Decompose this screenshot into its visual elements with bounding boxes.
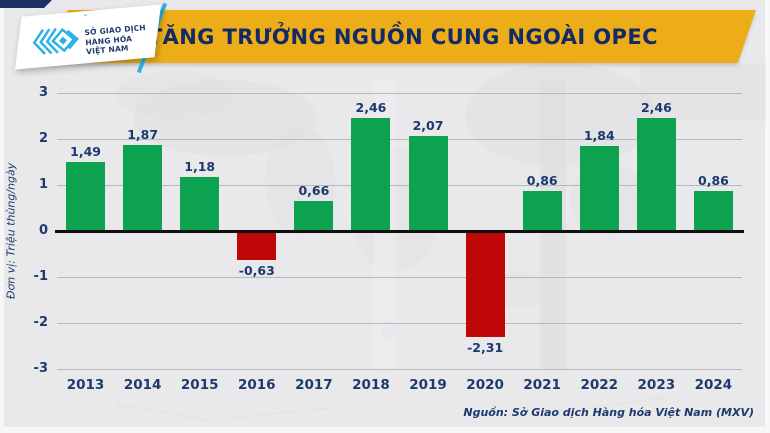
bar-2021 — [522, 191, 562, 231]
source-note: Nguồn: Sở Giao dịch Hàng hóa Việt Nam (M… — [463, 406, 754, 419]
bar-2013 — [66, 162, 106, 231]
x-axis-label-2017: 2017 — [295, 377, 333, 393]
bar-2024 — [693, 191, 733, 231]
x-axis-label-2013: 2013 — [66, 377, 105, 393]
bar-value-label-2013: 1,49 — [70, 144, 101, 160]
bar-2020 — [465, 231, 505, 338]
bar-value-label-2015: 1,18 — [184, 158, 216, 174]
bar-value-label-2016: -0,63 — [238, 262, 275, 278]
gridline-3 — [57, 92, 742, 94]
top-accent-strip — [0, 0, 52, 8]
y-tick-label--2: -2 — [33, 315, 48, 330]
bar-2022 — [579, 146, 619, 231]
bar-2014 — [123, 144, 163, 231]
mxv-logo-card: ™ SỞ GIAO DỊCH HÀNG HÓA VIỆT NAM — [15, 4, 161, 70]
bar-value-label-2020: -2,31 — [467, 340, 504, 356]
bar-value-label-2021: 0,86 — [526, 173, 558, 189]
x-axis-label-2024: 2024 — [694, 377, 733, 393]
chart-plot-area: 1,49 1,87 1,18 -0,63 0,66 2,46 2,07 -2,31 0,86 1,… — [55, 92, 744, 370]
mxv-logo-text: ™ SỞ GIAO DỊCH HÀNG HÓA VIỆT NAM — [83, 12, 148, 56]
bar-2016 — [237, 231, 277, 260]
y-axis-title: Đơn vị: Triệu thùng/ngày — [4, 162, 18, 300]
mxv-logo-inner: ™ SỞ GIAO DỊCH HÀNG HÓA VIỆT NAM — [28, 12, 147, 61]
bar-value-label-2019: 2,07 — [412, 117, 444, 133]
x-axis-label-2015: 2015 — [180, 377, 219, 393]
bar-2017 — [294, 200, 334, 231]
x-axis-label-2020: 2020 — [466, 377, 504, 393]
x-axis-labels: 2013 2014 2015 2016 2017 2018 2019 2020 2021 2022… — [57, 377, 742, 393]
bar-value-label-2014: 1,87 — [127, 126, 159, 142]
bar-2018 — [351, 117, 391, 231]
x-axis-label-2021: 2021 — [523, 377, 561, 393]
bar-value-label-2023: 2,46 — [640, 99, 672, 115]
trademark-symbol: ™ — [82, 13, 89, 20]
x-axis-label-2022: 2022 — [580, 377, 619, 393]
y-tick-label-1: 1 — [38, 177, 48, 192]
x-axis-label-2016: 2016 — [237, 377, 276, 393]
bar-value-label-2022: 1,84 — [583, 128, 615, 144]
y-tick-label-2: 2 — [38, 131, 48, 146]
x-axis-label-2023: 2023 — [637, 377, 676, 393]
y-axis-tick-labels: 3 2 1 0 -1 -2 -3 — [22, 85, 48, 376]
bar-value-label-2017: 0,66 — [298, 182, 330, 198]
gridline--2 — [57, 322, 742, 324]
gridline-1 — [57, 184, 742, 186]
title-banner-inner: TĂNG TRƯỞNG NGUỒN CUNG NGOÀI OPEC — [59, 10, 747, 63]
y-tick-label-3: 3 — [38, 85, 48, 100]
bar-value-label-2018: 2,46 — [355, 99, 387, 115]
gridline--1 — [57, 276, 742, 278]
x-axis-label-2018: 2018 — [352, 377, 390, 393]
x-axis-label-2019: 2019 — [409, 377, 447, 393]
mxv-logo-icon — [32, 26, 79, 54]
y-tick-label--1: -1 — [33, 269, 48, 284]
gridline-2 — [57, 138, 742, 140]
bar-value-label-2024: 0,86 — [698, 173, 729, 189]
bar-2019 — [408, 135, 448, 231]
bar-2015 — [180, 176, 220, 231]
y-tick-label-0: 0 — [38, 223, 48, 238]
y-tick-label--3: -3 — [33, 361, 48, 376]
bar-2023 — [636, 117, 676, 231]
page-title: TĂNG TRƯỞNG NGUỒN CUNG NGOÀI OPEC — [147, 24, 658, 49]
gridline--3 — [57, 368, 742, 370]
zero-axis-line — [55, 229, 744, 233]
x-axis-label-2014: 2014 — [123, 377, 162, 393]
